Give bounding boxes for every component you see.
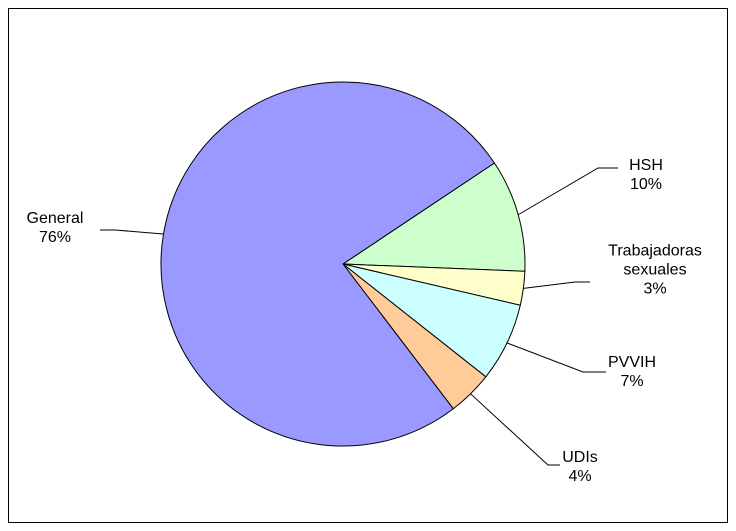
slice-label: Trabajadoras sexuales 3% (595, 242, 715, 299)
leader-line (470, 393, 560, 466)
value-label: 7% (620, 373, 644, 390)
slice-label: General 76% (0, 209, 115, 247)
pie-slice (341, 162, 526, 272)
category-label: HSH (629, 157, 663, 174)
value-label: 76% (38, 229, 72, 246)
value-label: 3% (643, 280, 667, 298)
pie-slice (160, 81, 496, 447)
slice-label: UDIs 4% (520, 448, 640, 486)
slice-label: HSH 10% (586, 156, 706, 194)
category-label: UDIs (562, 449, 598, 466)
category-label: General (26, 210, 84, 227)
value-label: 4% (568, 468, 592, 485)
slice-label: PVVIH 7% (572, 353, 692, 391)
value-label: 10% (629, 176, 663, 193)
leader-line (506, 342, 606, 373)
category-label: PVVIH (607, 354, 656, 371)
leader-line (100, 229, 164, 235)
category-label: Trabajadoras sexuales (608, 242, 702, 279)
leader-line (523, 281, 590, 289)
leader-line (517, 167, 618, 216)
